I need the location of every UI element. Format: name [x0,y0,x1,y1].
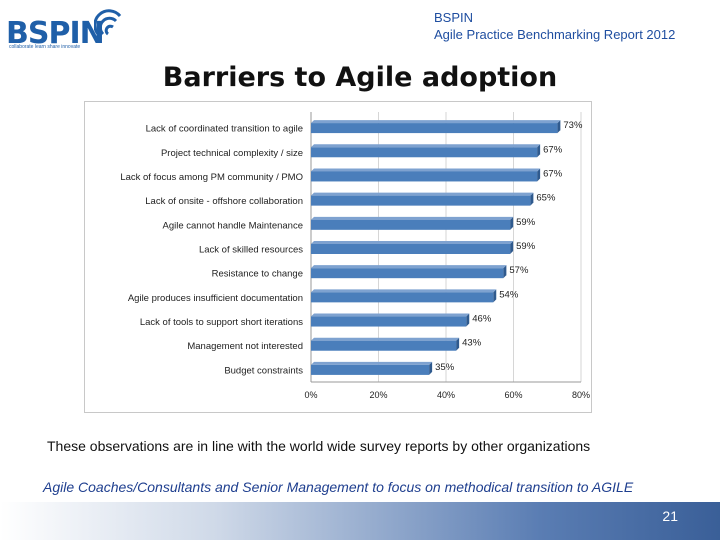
data-label: 59% [516,241,536,252]
category-label: Project technical complexity / size [161,148,303,159]
category-label: Lack of onsite - offshore collaboration [145,196,303,207]
x-tick-label: 0% [304,390,317,400]
bar [311,340,457,351]
bar-side-face [466,313,470,327]
data-label: 67% [543,168,563,179]
footer-bar [0,502,720,540]
data-label: 35% [435,362,455,373]
bar-top-face [311,337,460,341]
bar [311,268,504,279]
logo-tagline: collaborate learn share innovate [9,44,81,50]
bar [311,244,511,254]
bar-side-face [510,216,514,230]
bar-side-face [503,265,507,279]
bar [311,292,494,303]
data-label: 57% [509,265,529,276]
data-label: 46% [472,314,492,325]
bar-side-face [537,168,541,182]
bar-side-face [456,337,460,351]
bar [311,123,558,134]
bar-side-face [493,289,497,303]
bar-side-face [429,361,433,375]
x-tick-label: 20% [369,390,387,400]
category-label: Budget constraints [224,365,303,376]
bar-side-face [530,192,534,206]
category-label: Lack of coordinated transition to agile [146,124,303,135]
bar-top-face [311,289,497,293]
header-report-title: Agile Practice Benchmarking Report 2012 [434,27,676,42]
chart-svg: 0% 20% 40% 60% 80% Lack of coordinated transi… [120,112,590,400]
x-tick-label: 40% [437,390,455,400]
barriers-chart: 0% 20% 40% 60% 80% Lack of coordinated transi… [84,101,592,413]
focus-note: Agile Coaches/Consultants and Senior Man… [43,479,634,495]
observation-text: These observations are in line with the … [47,438,591,454]
data-label: 67% [543,144,563,155]
header-org: BSPIN [434,10,474,25]
category-label: Agile cannot handle Maintenance [163,220,304,231]
bar-top-face [311,192,534,196]
data-label: 54% [499,289,519,300]
bar [311,147,538,158]
bar-top-face [311,168,541,172]
bar-top-face [311,120,561,124]
bar [311,195,531,206]
bspin-logo: BSPIN collaborate learn share innovate [6,4,128,51]
bar-side-face [537,144,541,158]
data-label: 59% [516,217,536,228]
page-number: 21 [662,508,678,524]
bar-top-face [311,265,507,269]
category-label: Resistance to change [212,269,303,280]
bar [311,316,467,327]
bar-top-face [311,216,514,220]
data-label: 73% [563,120,583,131]
x-tick-label: 80% [572,390,590,400]
bar-side-face [557,120,561,134]
bar [311,171,538,182]
bar [311,219,511,230]
bar-top-face [311,144,541,148]
category-label: Lack of focus among PM community / PMO [120,172,303,183]
bar [311,364,430,375]
x-tick-label: 60% [504,390,522,400]
bar-top-face [311,241,514,244]
logo-signal-arcs-icon [94,9,122,36]
data-label: 65% [536,193,556,204]
slide-title: Barriers to Agile adoption [162,62,558,93]
bar-top-face [311,313,470,317]
data-label: 43% [462,338,482,349]
bar-top-face [311,361,433,365]
bar-side-face [510,241,514,254]
logo-text: BSPIN [6,16,105,51]
category-label: Lack of skilled resources [199,245,303,256]
category-label: Lack of tools to support short iteration… [140,317,303,328]
category-label: Agile produces insufficient documentatio… [128,293,303,304]
category-label: Management not interested [187,341,303,352]
